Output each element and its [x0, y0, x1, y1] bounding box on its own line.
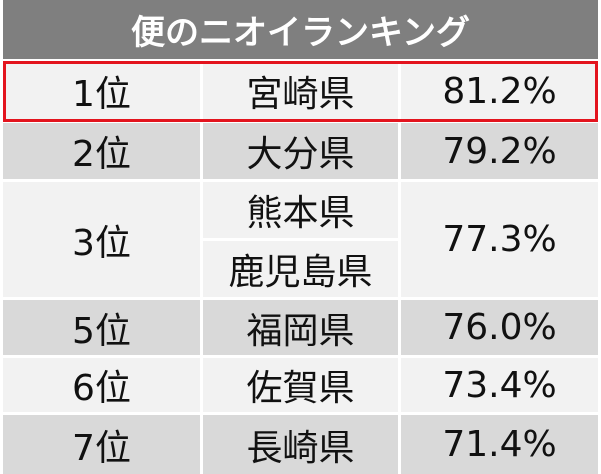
prefecture-cell: 大分県 [203, 123, 398, 179]
prefecture-cell: 佐賀県 [203, 358, 398, 412]
value-cell: 76.0% [401, 300, 598, 355]
rank-cell: 5位 [3, 300, 200, 355]
value-cell: 73.4% [401, 358, 598, 412]
rank-cell: 3位 [3, 182, 200, 297]
rank-cell: 6位 [3, 358, 200, 412]
value-cell: 81.2% [401, 62, 598, 120]
value-cell: 77.3% [401, 182, 598, 297]
prefecture-cell: 長崎県 [203, 415, 398, 474]
prefecture-cell: 宮崎県 [203, 62, 398, 120]
rank-cell: 1位 [3, 62, 200, 120]
prefecture-cell: 福岡県 [203, 300, 398, 355]
prefecture-cell: 鹿児島県 [203, 241, 398, 297]
value-cell: 71.4% [401, 415, 598, 474]
table-title: 便のニオイランキング [3, 0, 598, 59]
rank-cell: 7位 [3, 415, 200, 474]
rank-cell: 2位 [3, 123, 200, 179]
value-cell: 79.2% [401, 123, 598, 179]
highlight-frame [3, 61, 598, 122]
prefecture-cell: 熊本県 [203, 182, 398, 238]
